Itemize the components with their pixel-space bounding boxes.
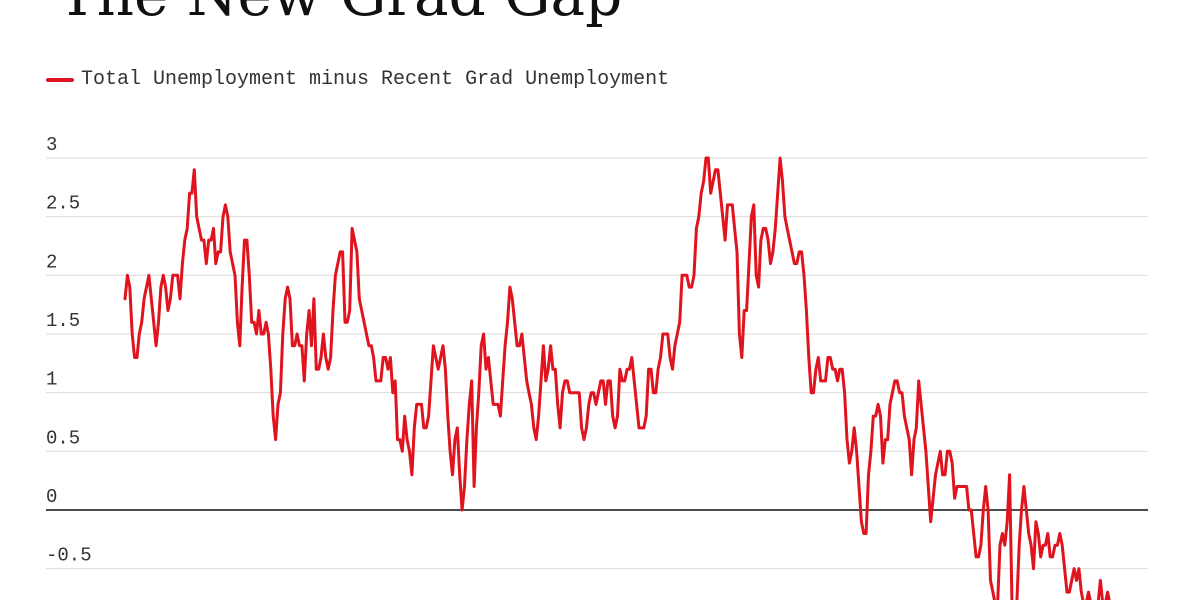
chart-title: The New Grad Gap [58,0,622,24]
series-line [123,156,1111,600]
legend-swatch [46,77,74,82]
y-tick-label: 0.5 [46,427,80,449]
y-tick-label: 2 [46,251,57,273]
y-tick-label: 2.5 [46,193,80,215]
y-tick-label: -0.5 [46,545,92,567]
y-tick-label: 0 [46,486,57,508]
y-tick-label: 3 [46,134,57,156]
chart-legend: Total Unemployment minus Recent Grad Une… [46,68,669,91]
legend-label: Total Unemployment minus Recent Grad Une… [81,68,670,91]
y-tick-label: 1.5 [46,310,80,332]
y-tick-label: 1 [46,369,57,391]
